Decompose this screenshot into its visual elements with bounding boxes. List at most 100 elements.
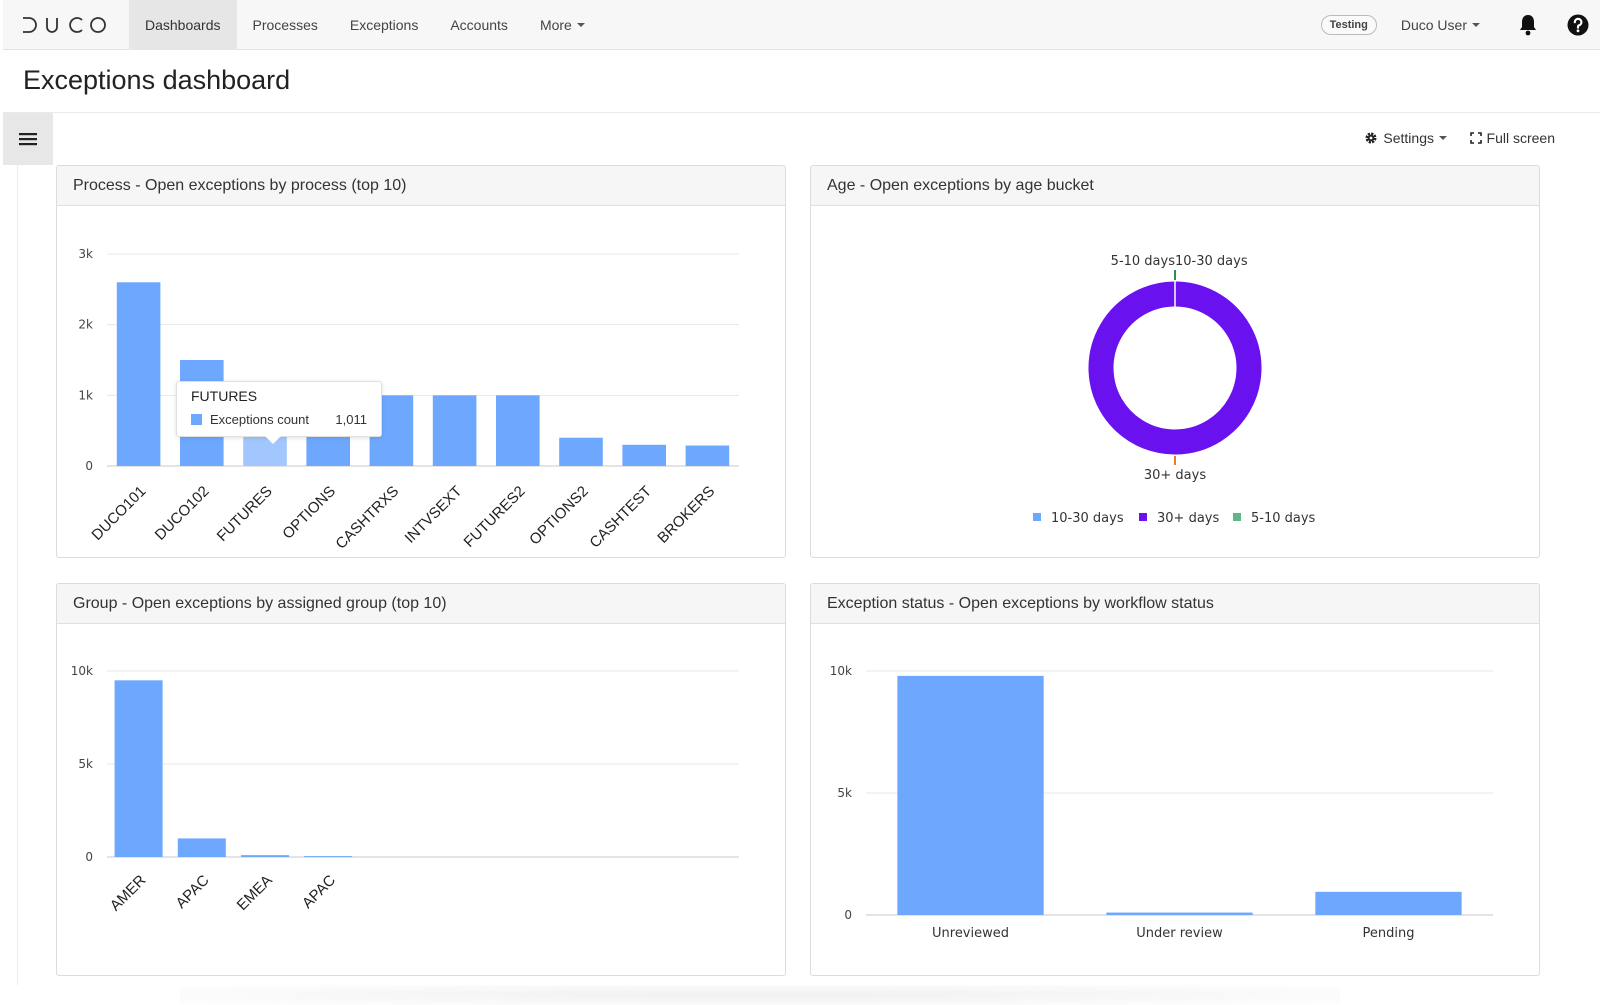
page-header: Exceptions dashboard [3,51,1600,113]
age-exceptions-panel: Age - Open exceptions by age bucket 5-10… [810,165,1540,558]
y-tick-label: 5k [78,757,93,771]
full-screen-label: Full screen [1486,130,1555,146]
legend-label: 10-30 days [1051,511,1124,526]
main-nav: Dashboards Processes Exceptions Accounts… [129,0,601,50]
bar-amer [114,680,163,857]
caret-down-icon [576,22,585,27]
y-tick-label: 10k [830,664,852,678]
x-tick-label: CASHTRXS [332,483,402,553]
panel-title: Exception status - Open exceptions by wo… [811,584,1539,624]
x-tick-label: DUCO102 [152,483,213,544]
dashboard-toolbar: Settings Full screen [3,113,1600,165]
y-tick-label: 0 [85,459,93,473]
duco-logo[interactable] [3,0,129,50]
nav-dashboards[interactable]: Dashboards [129,0,237,50]
tooltip-title: FUTURES [191,388,258,404]
user-menu[interactable]: Duco User [1401,17,1480,33]
panel-title: Age - Open exceptions by age bucket [811,166,1539,206]
nav-label: Exceptions [349,16,419,33]
process-exceptions-panel: Process - Open exceptions by process (to… [56,165,786,558]
x-tick-label: FUTURES [214,483,276,545]
bar-duco101 [116,282,161,466]
settings-dropdown[interactable]: Settings [1364,130,1447,146]
expand-icon [1469,132,1482,144]
donut-callout-label: 30+ days [1144,468,1206,483]
nav-accounts[interactable]: Accounts [434,0,524,50]
y-tick-label: 3k [78,247,93,261]
nav-exceptions[interactable]: Exceptions [334,0,434,50]
x-tick-label: Pending [1363,926,1415,941]
chart-tooltip: FUTURES Exceptions count 1,011 [176,381,382,444]
environment-badge: Testing [1320,14,1377,35]
notifications-bell-icon[interactable] [1516,13,1540,37]
logo-wordmark [23,16,106,33]
page-title: Exceptions dashboard [23,65,291,95]
y-tick-label: 5k [837,786,852,800]
page-shadow [180,985,1340,1005]
bar-brokers [685,445,730,466]
help-icon[interactable] [1566,13,1590,37]
tooltip-series: Exceptions count [210,412,310,427]
caret-down-icon [1439,136,1447,140]
x-tick-label: APAC [299,872,339,912]
bar-apac [177,838,226,857]
hamburger-menu-icon[interactable] [3,113,53,165]
group-exceptions-panel: Group - Open exceptions by assigned grou… [56,583,786,976]
y-tick-label: 0 [85,850,93,864]
nav-more-dropdown[interactable]: More [524,0,601,50]
bar-options2 [559,437,603,466]
x-tick-label: OPTIONS [279,483,339,543]
x-tick-label: DUCO101 [88,483,149,544]
bar-under-review [1106,912,1253,915]
bar-cashtest [622,444,667,466]
legend-label: 5-10 days [1251,511,1316,526]
group-bar-chart: 0 5k 10k AMER APAC EMEA APAC [71,664,739,915]
y-tick-label: 1k [78,388,93,402]
panel-title: Process - Open exceptions by process (to… [57,166,785,206]
tooltip-arrow [265,436,281,444]
top-navbar: Dashboards Processes Exceptions Accounts… [3,0,1600,50]
status-bar-chart: 0 5k 10k Unreviewed Under review Pending [830,664,1493,941]
status-exceptions-panel: Exception status - Open exceptions by wo… [810,583,1540,976]
x-tick-label: Unreviewed [932,926,1009,941]
nav-label: Dashboards [145,16,221,33]
x-tick-label: Under review [1136,926,1223,941]
bar-unreviewed [897,675,1044,915]
y-tick-label: 10k [71,664,93,678]
caret-down-icon [1472,22,1480,27]
settings-label: Settings [1383,130,1434,146]
bar-futures2 [495,395,540,466]
x-tick-label: FUTURES2 [461,483,529,551]
legend-swatch [1233,513,1241,521]
x-tick-label: BROKERS [654,483,718,547]
legend-swatch [1033,513,1041,521]
legend-swatch [1139,513,1147,521]
legend-label: 30+ days [1157,511,1219,526]
bar-emea [240,855,290,857]
y-tick-label: 2k [78,318,93,332]
panel-title: Group - Open exceptions by assigned grou… [57,584,785,624]
tooltip-value: 1,011 [335,412,367,427]
user-name: Duco User [1400,16,1467,33]
donut-callout-label: 5-10 days [1111,254,1176,269]
x-tick-label: AMER [107,872,150,915]
y-tick-label: 0 [844,908,852,922]
full-screen-button[interactable]: Full screen [1469,130,1555,146]
x-tick-label: EMEA [234,872,276,914]
bar-pending [1315,891,1462,915]
sidebar-divider [17,165,18,985]
nav-label: More [539,16,572,33]
donut-slice [1088,281,1262,455]
nav-label: Accounts [450,16,508,33]
tooltip-swatch [191,414,202,425]
nav-processes[interactable]: Processes [237,0,334,50]
x-tick-label: CASHTEST [586,483,655,552]
x-tick-label: APAC [173,872,213,912]
bar-intvsext [432,395,477,466]
gear-icon [1365,132,1377,144]
bar-apac [304,856,353,857]
x-tick-label: INTVSEXT [402,483,466,547]
donut-callout-label: 10-30 days [1175,254,1248,269]
